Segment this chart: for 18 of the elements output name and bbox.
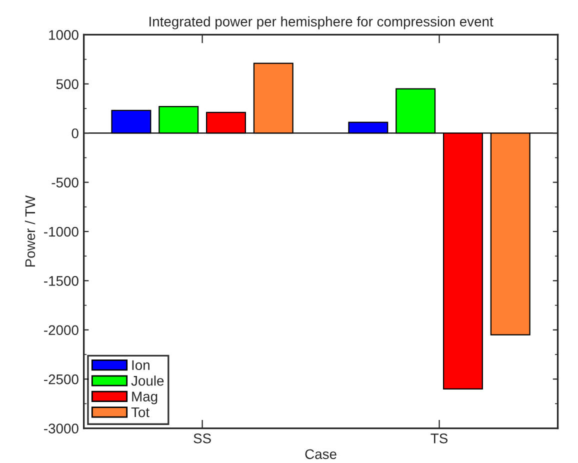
x-tick-label: SS <box>194 434 211 444</box>
y-tick-label: -2000 <box>44 325 78 336</box>
x-axis-title: Case <box>305 449 336 460</box>
y-tick-label: -2500 <box>44 374 78 384</box>
y-tick-label: 1000 <box>49 30 78 40</box>
y-tick-label: -1500 <box>44 276 78 286</box>
y-tick-label: -1000 <box>44 226 78 237</box>
chart-title: Integrated power per hemisphere for compression event <box>150 16 494 30</box>
x-tick-label: TS <box>430 434 448 444</box>
y-tick-label: -3000 <box>44 424 78 434</box>
y-axis-title: Power / TW <box>24 195 36 267</box>
legend-label: Joule <box>131 376 164 386</box>
y-tick-label: -500 <box>52 178 78 188</box>
y-tick-label: 0 <box>72 128 78 138</box>
legend-label: Mag <box>132 392 158 404</box>
legend-label: Tot <box>131 408 150 418</box>
y-tick-label: 500 <box>56 79 78 90</box>
legend-label: Ion <box>132 360 150 370</box>
